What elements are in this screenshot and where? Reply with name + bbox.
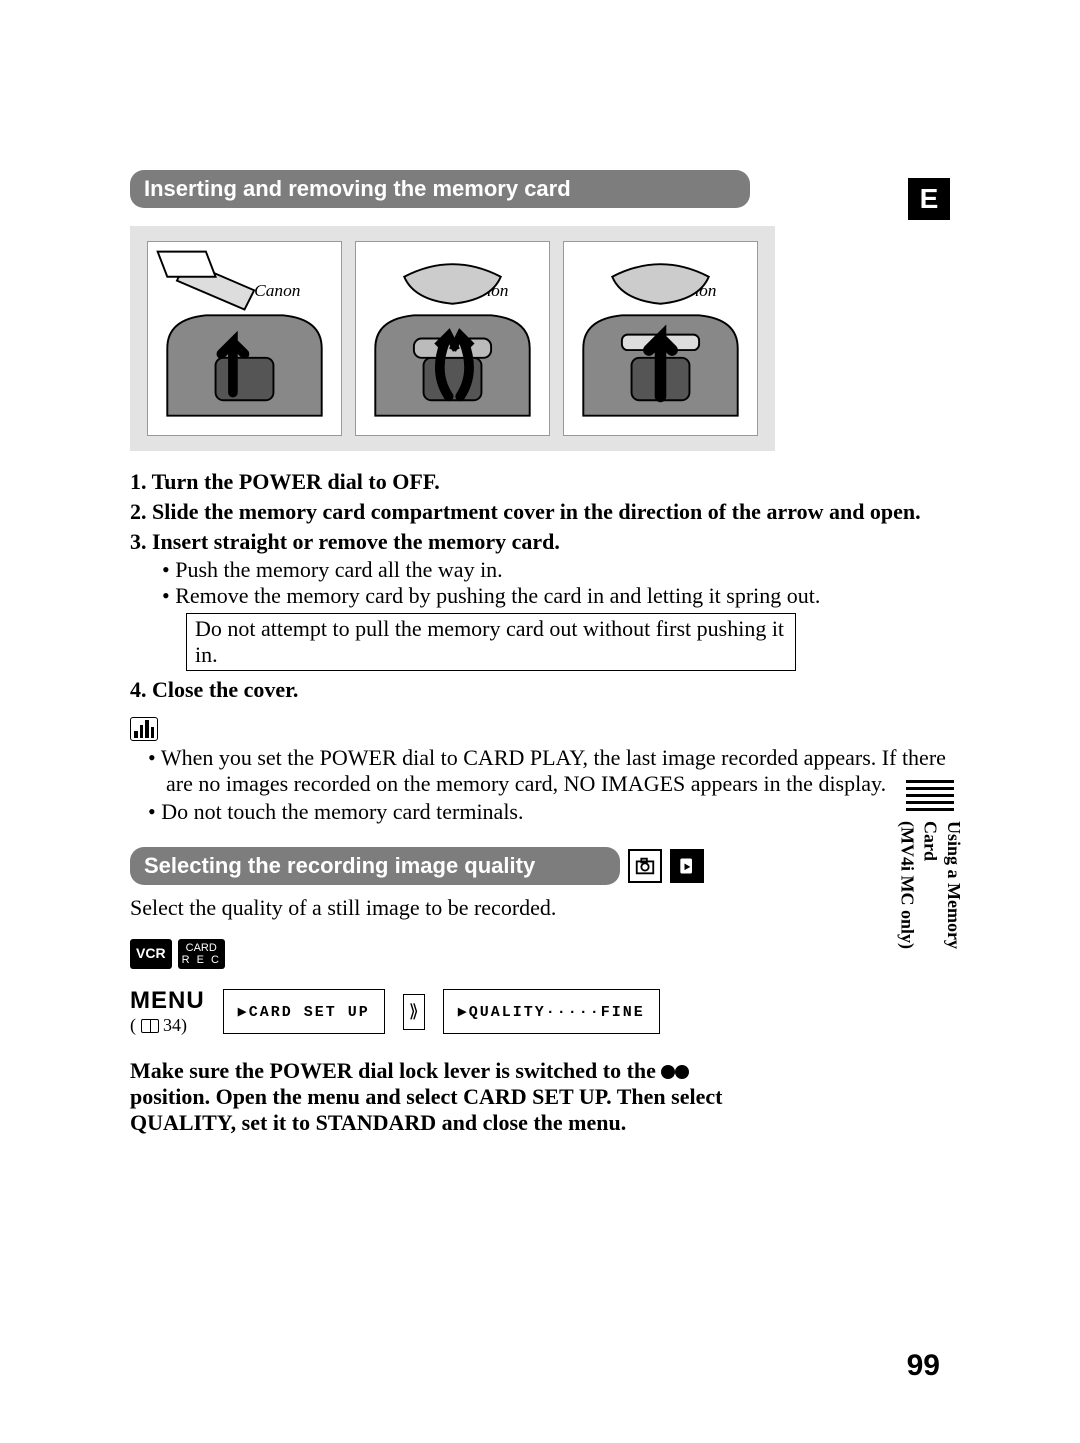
figure-2: Canon [355,241,550,436]
step-3-bullet-1: Push the memory card all the way in. [190,557,960,583]
card-rec-badge: CARD R E C [178,939,225,969]
note-2: Do not touch the memory card terminals. [148,799,960,825]
step-1: 1. Turn the POWER dial to OFF. [130,469,960,495]
book-icon [141,1019,159,1033]
menu-box-2: ▶QUALITY·····FINE [443,989,660,1034]
section1-title: Inserting and removing the memory card [130,170,750,208]
notes-list: When you set the POWER dial to CARD PLAY… [130,745,960,825]
side-tab: Using a Memory Card(MV4i MC only) [900,780,960,960]
caution-box: Do not attempt to pull the memory card o… [186,613,796,671]
step-4: 4. Close the cover. [130,677,960,703]
side-lines-icon [906,780,954,811]
section2-intro: Select the quality of a still image to b… [130,895,960,921]
step-3-bullet-2: Remove the memory card by pushing the ca… [190,583,960,609]
dot-icon [661,1065,675,1079]
menu-arrow-icon: ⟫ [403,994,425,1030]
svg-text:Canon: Canon [254,281,300,300]
language-badge: E [908,178,950,220]
page-number: 99 [907,1349,940,1383]
steps-list: 1. Turn the POWER dial to OFF. 2. Slide … [130,469,960,703]
camera-icon [628,849,662,883]
menu-box-1: ▶CARD SET UP [223,989,385,1034]
menu-label: MENU [130,987,205,1015]
final-instruction: Make sure the POWER dial lock lever is s… [130,1058,770,1136]
figure-3: Canon [563,241,758,436]
step-2: 2. Slide the memory card compartment cov… [130,499,960,525]
step-3: 3. Insert straight or remove the memory … [130,529,960,671]
notes-icon [130,717,158,741]
note-1: When you set the POWER dial to CARD PLAY… [148,745,960,797]
section2-title: Selecting the recording image quality [130,847,620,885]
card-play-icon [670,849,704,883]
vcr-badge: VCR [130,939,172,969]
figure-1: Canon [147,241,342,436]
figure-row: Canon Canon Canon [130,226,775,451]
dot-icon [675,1065,689,1079]
menu-reference: MENU ( 34) [130,987,205,1036]
